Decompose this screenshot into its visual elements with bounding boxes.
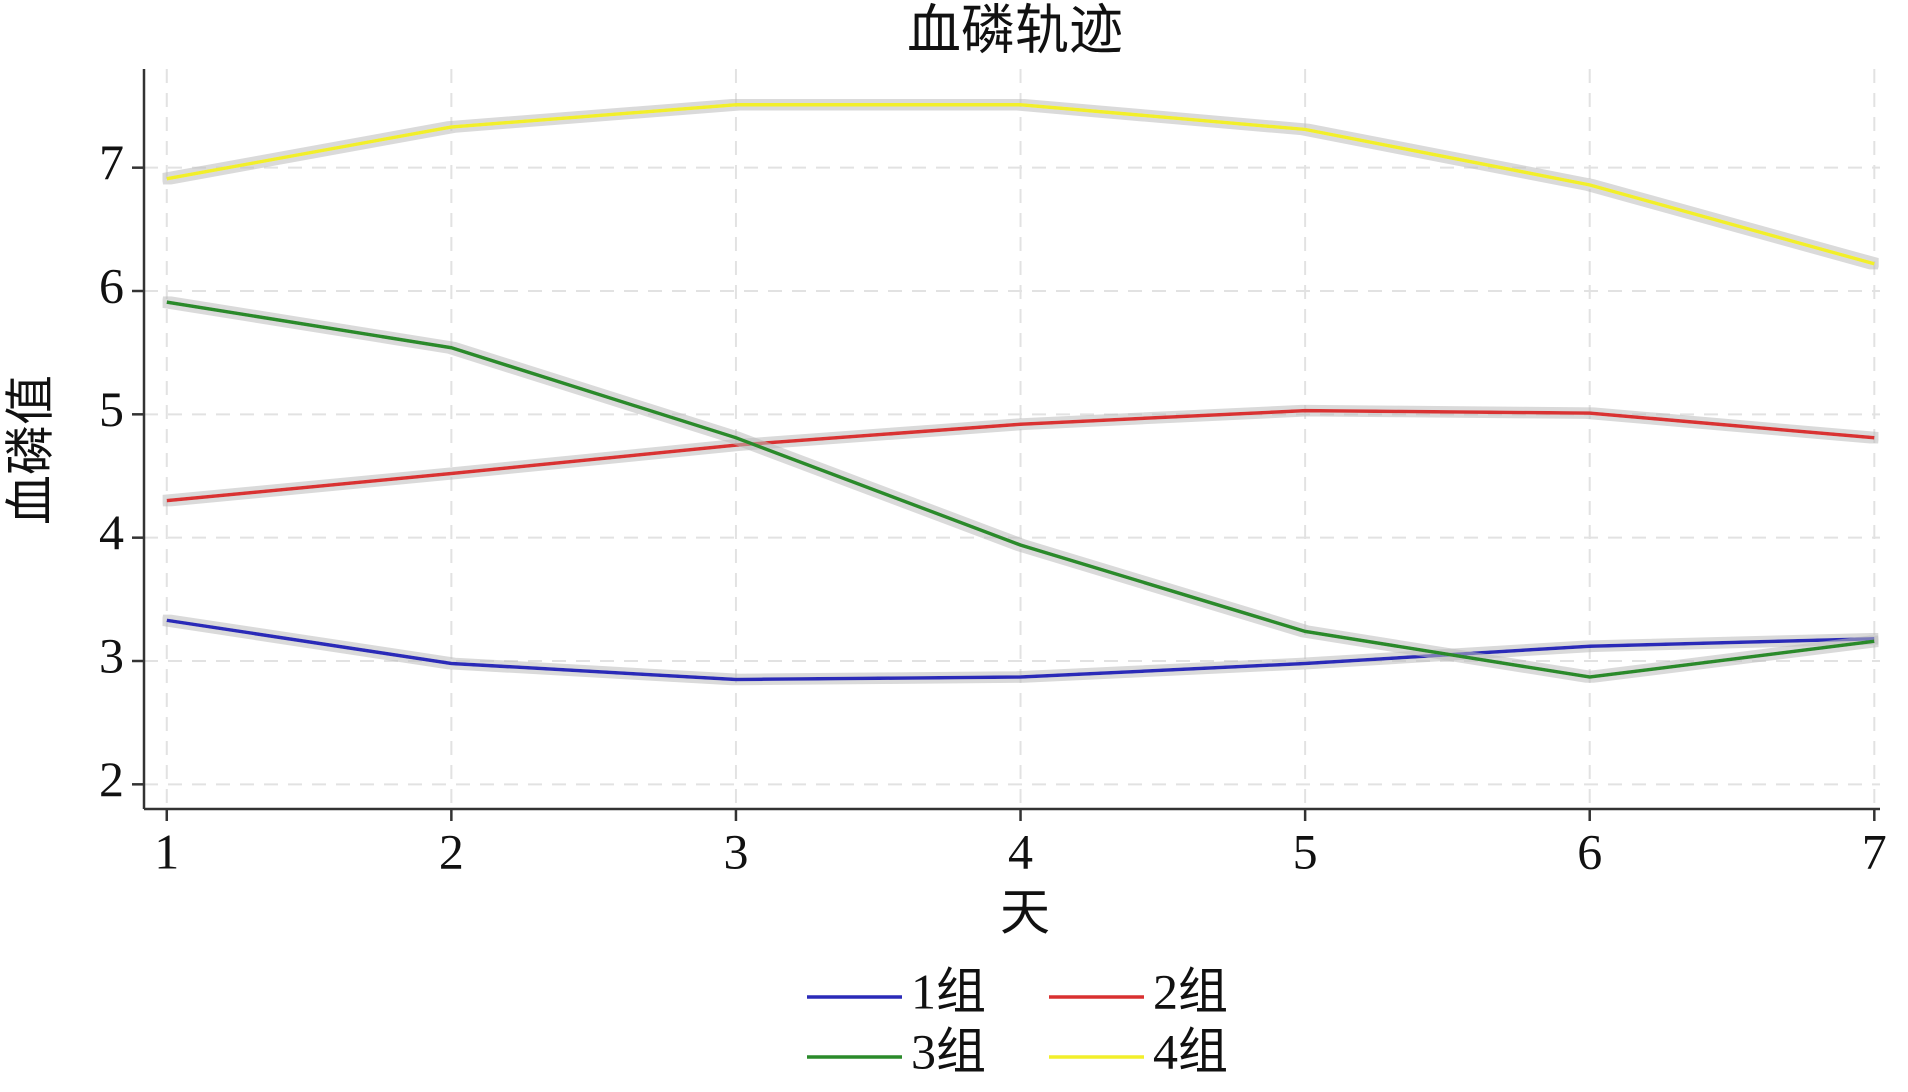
legend-label: 2组 — [1153, 963, 1228, 1019]
x-tick-label: 7 — [1862, 823, 1887, 879]
x-tick-label: 5 — [1293, 823, 1318, 879]
x-tick-label: 3 — [723, 823, 748, 879]
x-tick-label: 1 — [154, 823, 179, 879]
series-line — [166, 618, 1875, 682]
x-tick-label: 6 — [1577, 823, 1602, 879]
legend-label: 4组 — [1153, 1023, 1228, 1079]
series-line — [166, 103, 1875, 266]
legend-label: 3组 — [911, 1023, 986, 1079]
series-line — [166, 300, 1875, 679]
chart-title: 血磷轨迹 — [907, 0, 1123, 60]
y-tick-label: 6 — [99, 257, 124, 313]
y-tick-label: 3 — [99, 627, 124, 683]
y-axis-label: 血磷值 — [2, 375, 58, 525]
x-tick-label: 4 — [1008, 823, 1033, 879]
legend-label: 1组 — [911, 963, 986, 1019]
y-tick-label: 5 — [99, 381, 124, 437]
series-line — [166, 408, 1875, 503]
y-tick-label: 4 — [99, 504, 124, 560]
y-tick-label: 7 — [99, 134, 124, 190]
y-tick-label: 2 — [99, 751, 124, 807]
x-tick-label: 2 — [439, 823, 464, 879]
x-axis-label: 天 — [1000, 884, 1050, 940]
